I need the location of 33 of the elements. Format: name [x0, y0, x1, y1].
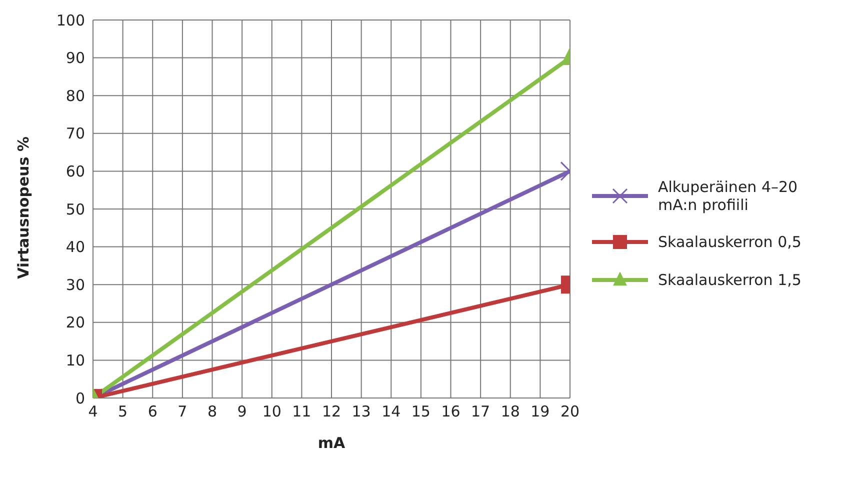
x-tick-label: 8	[207, 402, 218, 421]
x-tick-label: 9	[237, 402, 247, 421]
x-tick-label: 4	[88, 402, 98, 421]
legend-label: Skaalauskerron 1,5	[658, 271, 802, 289]
x-tick-label: 19	[530, 402, 550, 421]
y-tick-label: 100	[56, 11, 85, 30]
y-tick-label: 0	[75, 389, 85, 408]
y-tick-label: 90	[66, 49, 85, 68]
legend-label: Alkuperäinen 4–20 mA:n profiili	[658, 178, 799, 214]
y-axis-title: Virtausnopeus %	[14, 136, 32, 279]
x-tick-label: 12	[322, 402, 342, 421]
y-tick-label: 80	[66, 86, 85, 105]
x-tick-label: 15	[411, 402, 430, 421]
y-tick-label: 10	[66, 352, 85, 370]
y-tick-label: 50	[66, 200, 85, 218]
x-tick-label: 18	[500, 402, 520, 421]
x-axis-title: mA	[318, 434, 346, 452]
y-tick-label: 70	[66, 124, 85, 143]
y-tick-label: 30	[66, 276, 85, 294]
y-tick-label: 20	[66, 314, 85, 332]
x-tick-label: 5	[118, 402, 128, 421]
legend-label: Skaalauskerron 0,5	[658, 233, 802, 251]
x-tick-label: 10	[262, 402, 282, 421]
x-tick-label: 6	[148, 402, 158, 421]
x-tick-label: 14	[382, 402, 401, 421]
x-tick-label: 20	[560, 402, 580, 421]
y-tick-label: 40	[66, 238, 85, 256]
x-tick-label: 13	[352, 402, 371, 421]
x-tick-label: 11	[292, 402, 312, 421]
x-tick-label: 17	[471, 402, 490, 421]
x-tick-label: 16	[441, 402, 460, 421]
x-tick-label: 7	[178, 402, 188, 421]
y-tick-label: 60	[66, 162, 85, 181]
